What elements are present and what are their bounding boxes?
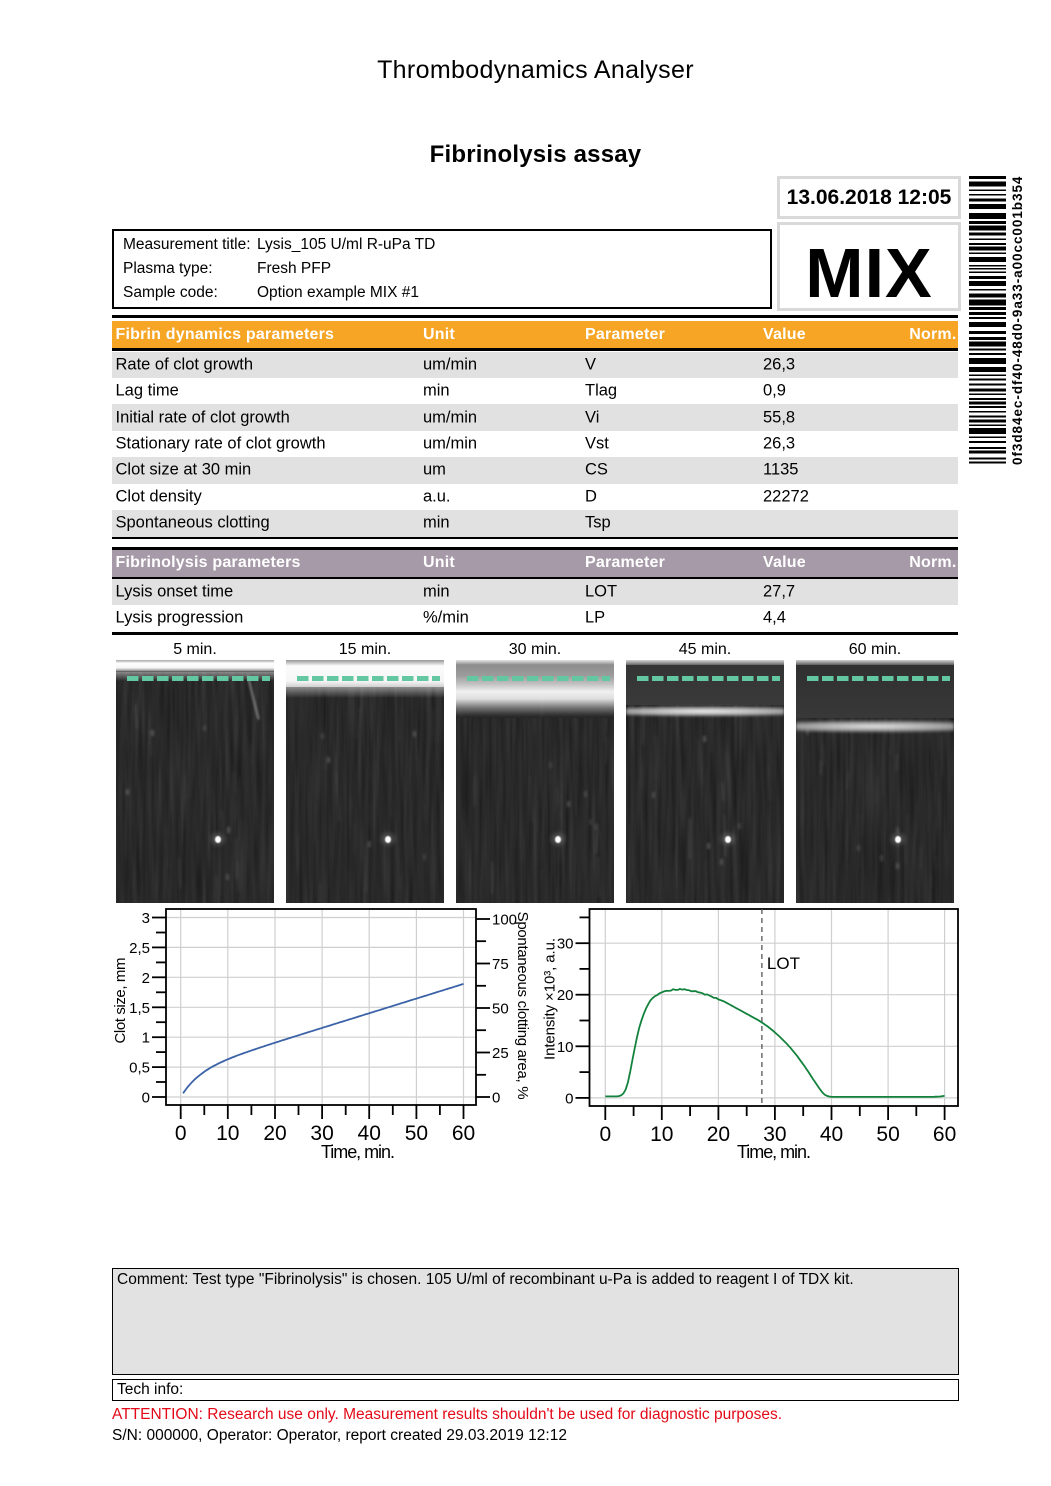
svg-text:0: 0 [142,1090,150,1107]
svg-text:40: 40 [358,1122,381,1145]
svg-text:2,5: 2,5 [129,940,150,957]
svg-text:60: 60 [933,1123,956,1146]
svg-text:30: 30 [763,1123,786,1146]
svg-text:30: 30 [557,936,574,953]
svg-text:10: 10 [216,1122,239,1145]
svg-text:Clot size, mm: Clot size, mm [112,958,129,1044]
svg-text:0,5: 0,5 [129,1060,150,1077]
svg-text:40: 40 [820,1123,843,1146]
svg-text:0: 0 [599,1123,611,1146]
svg-text:20: 20 [263,1122,286,1145]
svg-text:1,5: 1,5 [129,1000,150,1017]
svg-text:LOT: LOT [767,954,800,973]
svg-text:2: 2 [142,970,150,987]
svg-text:60: 60 [452,1122,475,1145]
svg-text:Time, min.: Time, min. [321,1142,395,1162]
svg-text:50: 50 [405,1122,428,1145]
svg-text:75: 75 [492,956,509,973]
svg-text:20: 20 [707,1123,730,1146]
svg-text:30: 30 [310,1122,333,1145]
svg-text:25: 25 [492,1045,509,1062]
svg-text:1: 1 [142,1030,150,1047]
svg-text:0: 0 [565,1090,573,1107]
svg-text:0: 0 [492,1090,500,1107]
svg-text:50: 50 [876,1123,899,1146]
svg-text:Intensity ×10³, a.u.: Intensity ×10³, a.u. [542,938,559,1060]
svg-text:20: 20 [557,987,574,1004]
svg-text:100: 100 [492,912,517,929]
svg-text:50: 50 [492,1001,509,1018]
svg-text:Spontaneous clotting area, %: Spontaneous clotting area, % [514,912,531,1100]
svg-text:10: 10 [650,1123,673,1146]
svg-text:3: 3 [142,910,150,927]
svg-text:Time, min.: Time, min. [737,1142,811,1162]
svg-text:10: 10 [557,1039,574,1056]
svg-text:0: 0 [175,1122,187,1145]
